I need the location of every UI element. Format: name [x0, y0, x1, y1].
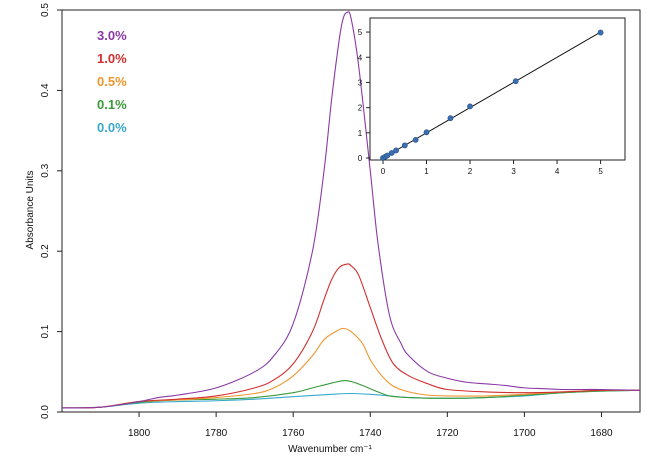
main-y-tick-label: 0.3 — [40, 163, 51, 177]
inset-data-point — [401, 142, 408, 149]
main-x-tick-label: 1740 — [359, 428, 382, 439]
inset-y-tick-label: 4 — [358, 53, 363, 62]
main-y-tick-label: 0.0 — [40, 405, 51, 419]
inset-y-tick-label: 2 — [358, 104, 363, 113]
legend-entry: 0.0% — [97, 120, 127, 135]
series-line-0-5pct — [61, 327, 641, 409]
inset-x-tick-label: 3 — [511, 167, 516, 176]
legend-entry: 3.0% — [97, 28, 127, 43]
main-x-tick-label: 1800 — [128, 428, 151, 439]
inset-x-tick-label: 1 — [424, 167, 429, 176]
series-line-3-0pct — [61, 11, 641, 409]
inset-x-axis: 0 1 2 3 4 5 — [381, 160, 603, 176]
legend: 3.0% 1.0% 0.5% 0.1% 0.0% — [97, 28, 127, 135]
inset-y-axis: 0 1 2 3 4 5 — [358, 28, 370, 163]
inset-fit-line — [382, 31, 601, 159]
main-x-axis: 1800 1780 1760 1740 1720 1700 1680 — [128, 412, 613, 439]
inset-calibration-plot: 0 1 2 3 4 5 0 1 2 3 4 5 — [358, 17, 626, 176]
inset-data-point — [388, 150, 395, 156]
inset-y-tick-label: 0 — [358, 154, 363, 163]
main-x-tick-label: 1700 — [513, 428, 536, 439]
inset-y-tick-label: 5 — [358, 28, 363, 37]
main-x-tick-label: 1780 — [205, 428, 228, 439]
main-x-tick-label: 1680 — [590, 428, 613, 439]
main-y-tick-label: 0.5 — [40, 3, 51, 17]
inset-data-point — [467, 103, 473, 110]
x-axis-title: Wavenumber cm⁻¹ — [288, 444, 372, 455]
main-series-lines — [61, 11, 641, 409]
main-x-tick-label: 1760 — [282, 428, 305, 439]
legend-entry: 0.1% — [97, 97, 127, 112]
main-y-tick-label: 0.4 — [40, 83, 51, 97]
main-x-tick-label: 1720 — [436, 428, 459, 439]
inset-data-point — [412, 136, 419, 143]
inset-marks — [380, 29, 604, 161]
main-y-axis: 0.0 0.1 0.2 0.3 0.4 0.5 — [40, 3, 62, 419]
inset-data-point — [384, 152, 391, 159]
inset-data-point — [393, 147, 399, 154]
inset-y-tick-label: 1 — [358, 129, 363, 138]
inset-plot-frame — [369, 17, 626, 161]
inset-x-tick-label: 0 — [381, 167, 386, 176]
inset-data-point — [597, 29, 604, 36]
main-y-tick-label: 0.1 — [40, 324, 51, 338]
main-y-tick-label: 0.2 — [40, 244, 51, 258]
inset-x-tick-label: 5 — [598, 167, 603, 176]
legend-entry: 0.5% — [97, 74, 127, 89]
inset-x-tick-label: 2 — [468, 167, 473, 176]
series-line-0-0pct — [61, 389, 641, 409]
inset-data-point — [447, 115, 454, 122]
legend-entry: 1.0% — [97, 51, 127, 66]
series-line-1-0pct — [61, 263, 641, 409]
inset-y-tick-label: 3 — [358, 78, 363, 87]
inset-data-point — [423, 129, 430, 136]
inset-x-tick-label: 4 — [555, 167, 560, 176]
inset-data-point — [512, 78, 519, 85]
y-axis-title: Absorbance Units — [25, 171, 36, 250]
